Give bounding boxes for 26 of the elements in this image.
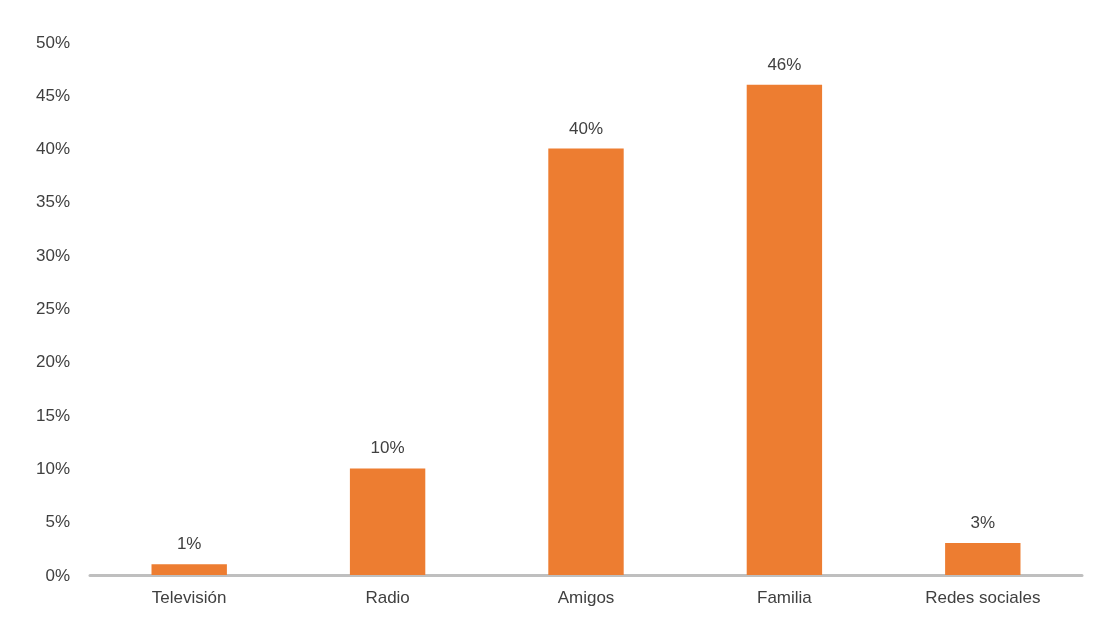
x-tick-label: Familia bbox=[757, 588, 813, 607]
y-tick-label: 20% bbox=[35, 352, 70, 372]
bar bbox=[151, 564, 227, 575]
y-tick-label: 45% bbox=[35, 85, 70, 105]
bar bbox=[945, 543, 1021, 575]
x-tick-label: Amigos bbox=[557, 588, 615, 607]
bar bbox=[548, 148, 624, 575]
y-tick-label: 5% bbox=[45, 512, 70, 532]
y-tick-label: 35% bbox=[35, 192, 70, 212]
x-tick-label: Redes sociales bbox=[925, 588, 1041, 607]
data-label: 46% bbox=[767, 54, 802, 74]
data-label: 3% bbox=[970, 513, 996, 533]
y-tick-label: 15% bbox=[35, 405, 70, 425]
y-tick-label: 10% bbox=[35, 458, 70, 478]
bar bbox=[349, 468, 426, 575]
data-label: 1% bbox=[176, 534, 202, 554]
bar bbox=[746, 84, 823, 575]
x-tick-label: Radio bbox=[365, 588, 410, 607]
x-tick-label: Televisión bbox=[151, 588, 227, 607]
y-tick-label: 30% bbox=[35, 245, 70, 265]
y-tick-label: 0% bbox=[45, 565, 70, 585]
data-label: 40% bbox=[568, 118, 604, 138]
data-label: 10% bbox=[370, 438, 405, 458]
y-tick-label: 40% bbox=[35, 139, 70, 159]
y-tick-label: 25% bbox=[35, 299, 70, 318]
y-tick-label: 50% bbox=[35, 32, 70, 52]
